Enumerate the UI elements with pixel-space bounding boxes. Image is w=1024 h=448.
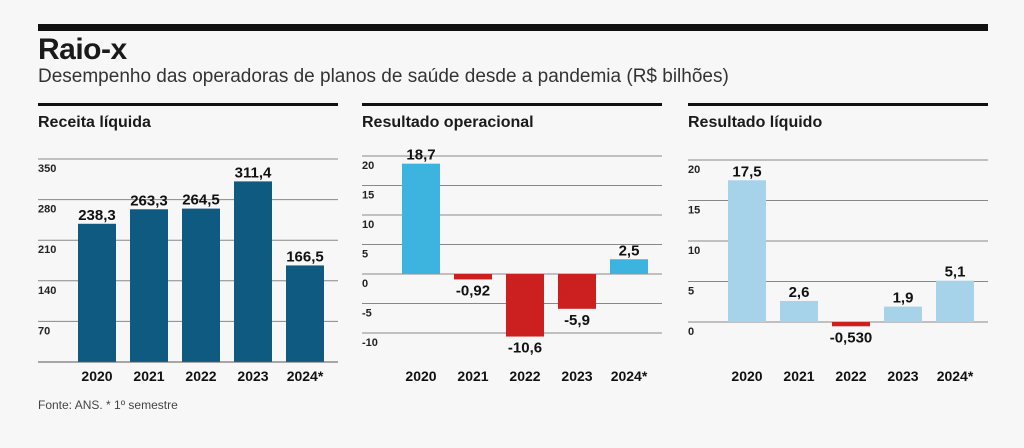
x-tick-label: 2020 xyxy=(405,368,436,384)
chart-operacional: -10 -5 0 5 10 15 20 18,7 2020 -0,92 2021 -10,6 2022 -… xyxy=(362,147,662,384)
y-tick-label: -5 xyxy=(362,308,372,320)
chart-liquido: 0 5 10 15 20 17,5 2020 2,6 2021 -0,530 2022 1,9 2023… xyxy=(688,159,988,384)
data-label: 5,1 xyxy=(945,264,966,281)
data-label: 2,5 xyxy=(619,242,640,259)
x-tick-label: 2020 xyxy=(81,368,112,384)
bar xyxy=(558,274,596,309)
x-tick-label: 2022 xyxy=(185,368,216,384)
y-tick-label: 0 xyxy=(688,326,694,338)
chart-title: Receita líquida xyxy=(38,114,151,131)
x-tick-label: 2020 xyxy=(731,368,762,384)
y-tick-label: 20 xyxy=(688,164,700,176)
x-tick-label: 2023 xyxy=(237,368,268,384)
chart-receita: 70 140 210 280 350 238,3 2020 263,3 2021 264,5 202… xyxy=(38,158,338,384)
bar xyxy=(78,223,116,362)
source-note: Fonte: ANS. * 1º semestre xyxy=(38,398,178,412)
y-tick-label: 70 xyxy=(38,325,50,337)
bar xyxy=(780,300,818,322)
x-tick-label: 2021 xyxy=(457,368,488,384)
data-label: 166,5 xyxy=(286,248,324,265)
x-tick-label: 2023 xyxy=(887,368,918,384)
bar xyxy=(402,163,440,274)
y-tick-label: 20 xyxy=(362,160,374,172)
x-tick-label: 2021 xyxy=(783,368,814,384)
y-tick-label: 5 xyxy=(688,286,694,298)
data-label: -0,92 xyxy=(456,282,490,299)
x-tick-label: 2022 xyxy=(835,368,866,384)
y-tick-label: 10 xyxy=(688,245,700,257)
y-tick-label: -10 xyxy=(362,337,378,349)
y-tick-label: 10 xyxy=(362,219,374,231)
y-tick-label: 350 xyxy=(38,163,56,175)
data-label: -0,530 xyxy=(830,329,873,346)
data-label: 264,5 xyxy=(182,192,220,209)
x-tick-label: 2021 xyxy=(133,368,164,384)
bar xyxy=(610,259,648,274)
page-title: Raio-x xyxy=(38,33,127,66)
bar xyxy=(454,274,492,280)
bar xyxy=(506,274,544,337)
x-tick-label: 2024* xyxy=(611,368,648,384)
top-rule xyxy=(38,24,988,31)
x-tick-label: 2024* xyxy=(287,368,324,384)
panel-operacional: Resultado operacional -10 -5 0 5 10 15 20 18,7 20… xyxy=(362,103,662,393)
page-subtitle: Desempenho das operadoras de planos de s… xyxy=(38,66,729,87)
chart-title: Resultado líquido xyxy=(688,114,823,131)
y-tick-label: 15 xyxy=(362,190,374,202)
bar xyxy=(182,208,220,362)
data-label: 18,7 xyxy=(406,147,435,164)
data-label: -10,6 xyxy=(508,340,542,357)
y-tick-label: 5 xyxy=(362,249,368,261)
y-tick-label: 280 xyxy=(38,204,56,216)
x-tick-label: 2023 xyxy=(561,368,592,384)
x-tick-label: 2024* xyxy=(937,368,974,384)
data-label: 238,3 xyxy=(78,207,116,224)
y-tick-label: 140 xyxy=(38,285,56,297)
data-label: 1,9 xyxy=(893,290,914,307)
panel-liquido: Resultado líquido 0 5 10 15 20 17,5 2020 2,6 2021… xyxy=(688,103,988,393)
data-label: -5,9 xyxy=(564,312,590,329)
bar xyxy=(728,180,766,322)
bar xyxy=(286,265,324,362)
chart-title: Resultado operacional xyxy=(362,114,534,131)
data-label: 263,3 xyxy=(130,192,168,209)
bar xyxy=(130,209,168,362)
panel-receita: Receita líquida 70 140 210 280 350 238,3 2020 26… xyxy=(38,103,338,393)
y-tick-label: 0 xyxy=(362,278,368,290)
bar xyxy=(936,280,974,322)
y-tick-label: 15 xyxy=(688,205,700,217)
bar xyxy=(234,181,272,362)
data-label: 2,6 xyxy=(789,284,810,301)
bar xyxy=(832,322,870,327)
x-tick-label: 2022 xyxy=(509,368,540,384)
bar xyxy=(884,306,922,322)
data-label: 311,4 xyxy=(235,164,272,181)
data-label: 17,5 xyxy=(732,163,761,180)
y-tick-label: 210 xyxy=(38,244,56,256)
